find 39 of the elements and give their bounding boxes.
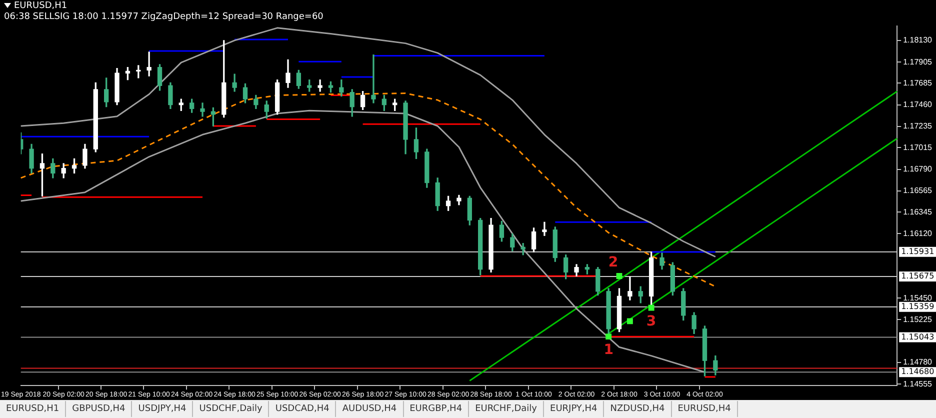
annotation: 1 <box>604 342 614 358</box>
text: EURUSD,H4 <box>672 401 738 417</box>
point <box>616 273 622 279</box>
ref-line-label: 1.15675 <box>901 272 934 281</box>
y-tick-label: 1.16345 <box>903 207 933 216</box>
y-tick-label: 1.17015 <box>903 142 933 152</box>
y-tick-label: 1.17460 <box>903 100 933 110</box>
y-tick-label: 1.18130 <box>903 36 933 45</box>
annotation: 3 <box>646 313 656 330</box>
chart-title: EURUSD,H1 <box>14 1 68 11</box>
chart-subtitle: 06:38 SELLSIG 18:00 1.15977 ZigZagDepth=12 Spread=30 Range=60 <box>4 12 324 23</box>
ref-line-label: 1.15043 <box>901 332 934 342</box>
annotation: 2 <box>608 254 618 271</box>
text: USDCAD,H4 <box>269 401 336 417</box>
y-tick-label: 1.17685 <box>903 78 933 88</box>
point <box>626 318 633 324</box>
y-tick-label: 1.14780 <box>903 358 933 367</box>
y-tick-label: 1.16120 <box>903 228 933 238</box>
y-tick-label: 1.15450 <box>903 293 933 302</box>
text: EURCHF,Daily <box>469 401 544 417</box>
text: EURUSD,H1 <box>0 401 66 417</box>
y-tick-label: 1.14555 <box>903 379 933 388</box>
point <box>606 334 612 340</box>
text: EURGBP,H4 <box>404 401 470 417</box>
text: EURJPY,H4 <box>544 401 604 417</box>
text: USDCHF,Daily <box>193 401 270 417</box>
ref-line-label: 1.14680 <box>901 367 934 376</box>
y-tick-label: 1.17905 <box>903 57 933 66</box>
ref-line-label: 1.15359 <box>901 302 934 311</box>
text: USDJPY,H4 <box>132 401 194 417</box>
y-tick-label: 1.17235 <box>903 122 933 131</box>
y-tick-label: 1.15225 <box>903 314 933 324</box>
y-tick-label: 1.16790 <box>903 164 933 174</box>
text: NZDUSD,H4 <box>604 401 672 417</box>
text: GBPUSD,H4 <box>66 401 132 417</box>
ref-line-label: 1.15931 <box>901 246 934 256</box>
y-tick-label: 1.16565 <box>903 186 933 196</box>
text: AUDUSD,H4 <box>336 401 404 417</box>
point <box>648 304 654 311</box>
